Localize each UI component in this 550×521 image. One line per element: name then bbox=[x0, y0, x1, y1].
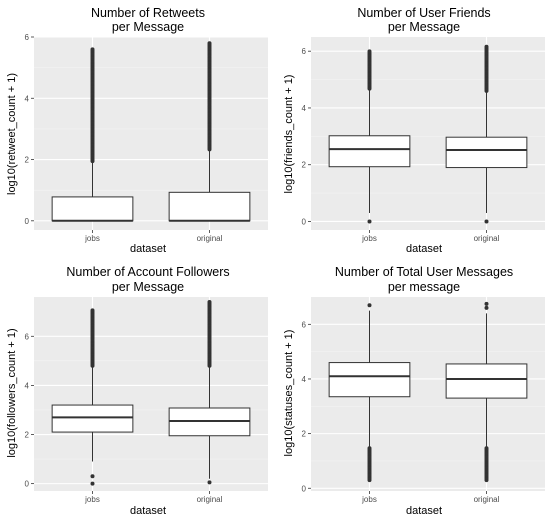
box-iqr bbox=[51, 196, 134, 222]
x-axis-title: dataset bbox=[406, 505, 442, 517]
box-original bbox=[445, 301, 528, 483]
outlier-point bbox=[367, 446, 372, 451]
box-jobs bbox=[328, 49, 411, 224]
y-tick-label: 0 bbox=[25, 217, 30, 226]
panel-title-line-1: Number of Retweets bbox=[91, 6, 205, 20]
box-original bbox=[168, 300, 251, 485]
box-jobs bbox=[51, 308, 134, 486]
panel-title-line-1: Number of Total User Messages bbox=[335, 265, 513, 279]
outlier-point bbox=[484, 219, 489, 224]
box-iqr bbox=[445, 136, 528, 169]
y-tick-label: 4 bbox=[302, 375, 307, 384]
y-axis-title: log10(followers_count + 1) bbox=[6, 328, 18, 457]
y-tick-label: 4 bbox=[302, 104, 307, 113]
x-axis-title: dataset bbox=[130, 243, 166, 255]
x-tick-label: original bbox=[197, 234, 223, 243]
statuses-panel: 0 2 4 6 jobs original Number of Total User Me… bbox=[283, 265, 545, 517]
x-tick-label: original bbox=[474, 495, 500, 504]
box-iqr bbox=[328, 135, 411, 168]
panel-title-line-2: per message bbox=[388, 280, 460, 294]
y-tick-label: 6 bbox=[25, 332, 30, 341]
outlier-point bbox=[207, 480, 212, 485]
outlier-point bbox=[484, 44, 489, 49]
box-iqr bbox=[328, 362, 411, 398]
box-iqr bbox=[168, 191, 251, 222]
box-original bbox=[445, 44, 528, 224]
box-iqr bbox=[445, 363, 528, 399]
x-tick-label: jobs bbox=[84, 495, 100, 504]
box-jobs bbox=[51, 47, 134, 222]
y-tick-label: 2 bbox=[302, 430, 307, 439]
box-original bbox=[168, 41, 251, 222]
y-tick-label: 2 bbox=[302, 161, 307, 170]
panel-title-line-2: per Message bbox=[112, 280, 184, 294]
outlier-point bbox=[484, 305, 489, 310]
outlier-point bbox=[207, 41, 212, 46]
outlier-point bbox=[90, 481, 95, 486]
y-tick-label: 0 bbox=[302, 217, 307, 226]
x-tick-label: jobs bbox=[361, 234, 377, 243]
retweets-panel: 0 2 4 6 jobs original Number of Retweets per … bbox=[6, 6, 268, 255]
outlier-point bbox=[207, 300, 212, 305]
y-tick-label: 2 bbox=[25, 156, 30, 165]
outlier-point bbox=[367, 219, 372, 224]
y-tick-label: 2 bbox=[25, 431, 30, 440]
outlier-point bbox=[90, 47, 95, 52]
plot-area: 0 2 4 6 jobs original bbox=[302, 37, 545, 243]
plot-area: 0 2 4 6 jobs original bbox=[25, 33, 268, 243]
outlier-point bbox=[484, 301, 489, 306]
y-tick-label: 0 bbox=[25, 480, 30, 489]
plot-area: 0 2 4 6 jobs original bbox=[302, 297, 545, 504]
y-tick-label: 0 bbox=[302, 484, 307, 493]
panel-title-line-1: Number of Account Followers bbox=[66, 265, 229, 279]
plot-area: 0 2 4 6 jobs original bbox=[25, 297, 268, 504]
panel-background bbox=[311, 37, 545, 230]
y-tick-label: 6 bbox=[302, 47, 307, 56]
x-tick-label: jobs bbox=[84, 234, 100, 243]
y-tick-label: 4 bbox=[25, 381, 30, 390]
x-tick-label: jobs bbox=[361, 495, 377, 504]
y-axis-title: log10(retweet_count + 1) bbox=[6, 73, 18, 195]
outlier-point bbox=[484, 446, 489, 451]
outlier-point bbox=[90, 308, 95, 313]
y-axis-title: log10(friends_count + 1) bbox=[283, 75, 295, 194]
x-tick-label: original bbox=[474, 234, 500, 243]
panel-title-line-2: per Message bbox=[112, 20, 184, 34]
y-tick-label: 4 bbox=[25, 94, 30, 103]
x-axis-title: dataset bbox=[406, 243, 442, 255]
outlier-point bbox=[367, 49, 372, 54]
y-axis-title: log10(statuses_count + 1) bbox=[283, 330, 295, 457]
y-tick-label: 6 bbox=[25, 33, 30, 42]
y-tick-label: 6 bbox=[302, 320, 307, 329]
panel-title-line-1: Number of User Friends bbox=[357, 6, 490, 20]
box-iqr bbox=[51, 404, 134, 433]
x-axis-title: dataset bbox=[130, 505, 166, 517]
box-jobs bbox=[328, 303, 411, 483]
outlier-point bbox=[367, 303, 372, 308]
outlier-point bbox=[90, 474, 95, 479]
panel-background bbox=[34, 297, 268, 491]
followers-panel: 0 2 4 6 jobs original Number of Account Follo… bbox=[6, 265, 268, 517]
panel-title-line-2: per Message bbox=[388, 20, 460, 34]
x-tick-label: original bbox=[197, 495, 223, 504]
